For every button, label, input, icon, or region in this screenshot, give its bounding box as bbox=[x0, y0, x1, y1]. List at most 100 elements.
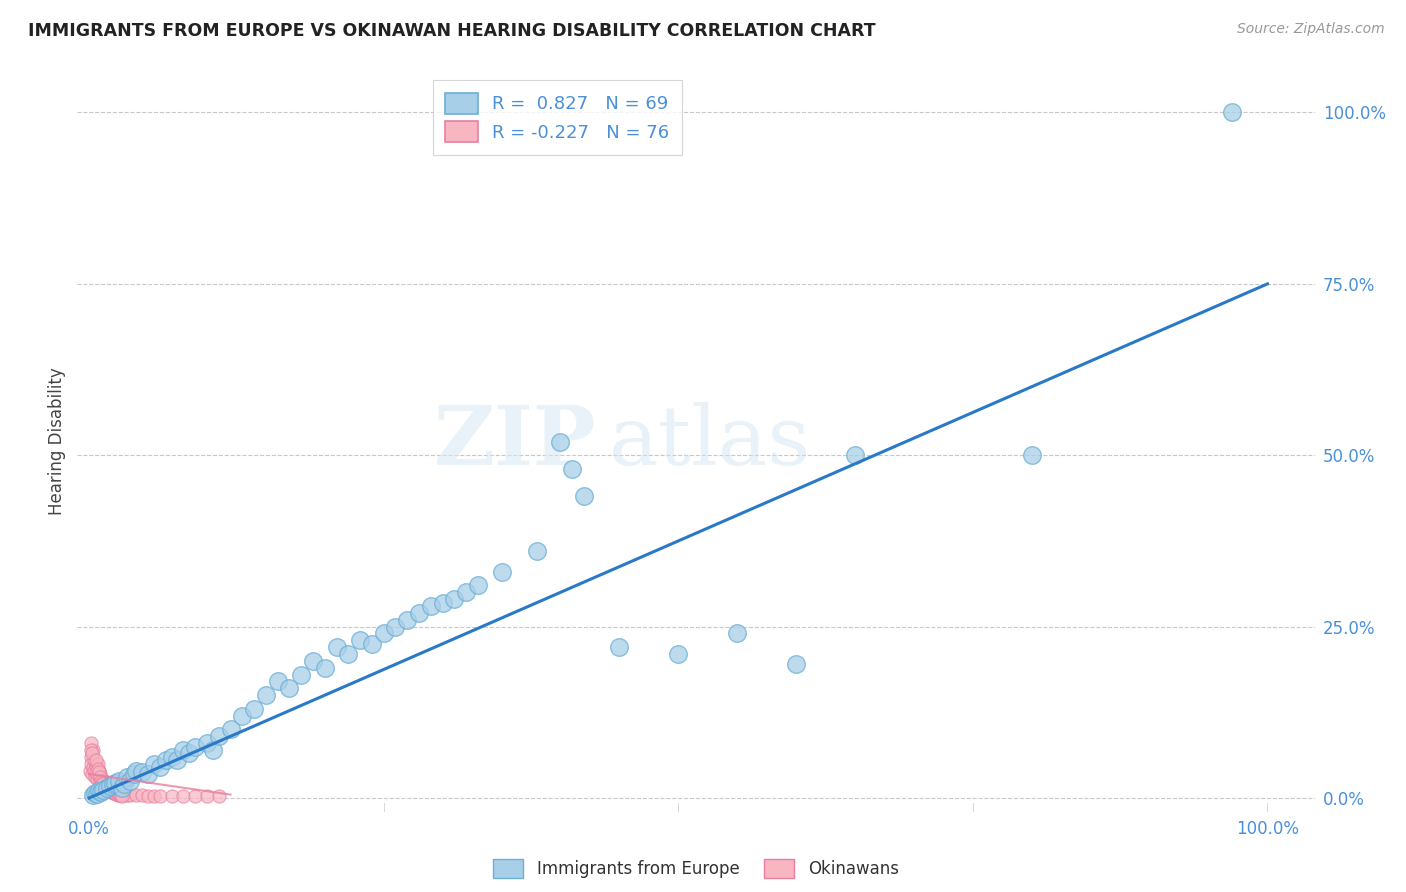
Point bbox=[725, 626, 748, 640]
Point bbox=[561, 462, 583, 476]
Point bbox=[89, 764, 111, 778]
Point bbox=[108, 785, 131, 799]
Point bbox=[184, 739, 207, 754]
Point bbox=[572, 489, 595, 503]
Point bbox=[80, 750, 103, 764]
Point bbox=[82, 760, 104, 774]
Point bbox=[101, 784, 124, 798]
Point bbox=[90, 785, 112, 799]
Point bbox=[104, 786, 127, 800]
Point bbox=[136, 789, 159, 803]
Point bbox=[100, 785, 122, 799]
Point bbox=[103, 786, 125, 800]
Point bbox=[149, 760, 172, 774]
Point bbox=[208, 729, 231, 743]
Point bbox=[172, 743, 194, 757]
Point bbox=[166, 753, 188, 767]
Point bbox=[115, 788, 138, 802]
Point bbox=[254, 688, 277, 702]
Point bbox=[184, 789, 207, 803]
Point bbox=[91, 779, 114, 793]
Point bbox=[93, 779, 115, 793]
Text: ZIP: ZIP bbox=[434, 401, 598, 482]
Point bbox=[120, 773, 142, 788]
Point bbox=[201, 743, 224, 757]
Legend: Immigrants from Europe, Okinawans: Immigrants from Europe, Okinawans bbox=[486, 852, 905, 885]
Point bbox=[361, 637, 384, 651]
Point bbox=[160, 789, 183, 803]
Point bbox=[349, 633, 371, 648]
Point bbox=[100, 784, 122, 798]
Point bbox=[98, 782, 121, 797]
Point bbox=[491, 565, 513, 579]
Point bbox=[87, 769, 110, 783]
Point bbox=[179, 747, 201, 761]
Point bbox=[136, 767, 159, 781]
Point bbox=[266, 674, 288, 689]
Point bbox=[82, 788, 104, 802]
Point bbox=[105, 785, 128, 799]
Point bbox=[785, 657, 807, 672]
Point bbox=[96, 780, 118, 795]
Point bbox=[86, 762, 108, 776]
Point bbox=[82, 747, 104, 761]
Point bbox=[155, 753, 177, 767]
Point bbox=[396, 613, 419, 627]
Point bbox=[337, 647, 360, 661]
Point bbox=[112, 788, 135, 802]
Point bbox=[419, 599, 441, 613]
Point bbox=[108, 789, 131, 803]
Point bbox=[107, 784, 129, 798]
Point bbox=[195, 736, 218, 750]
Point bbox=[84, 760, 107, 774]
Text: IMMIGRANTS FROM EUROPE VS OKINAWAN HEARING DISABILITY CORRELATION CHART: IMMIGRANTS FROM EUROPE VS OKINAWAN HEARI… bbox=[28, 22, 876, 40]
Point bbox=[104, 776, 127, 790]
Point bbox=[91, 776, 114, 790]
Point bbox=[97, 779, 120, 793]
Point bbox=[84, 753, 107, 767]
Point bbox=[90, 777, 112, 791]
Point bbox=[104, 784, 127, 798]
Point bbox=[111, 785, 134, 799]
Point bbox=[80, 756, 103, 771]
Point bbox=[325, 640, 347, 655]
Point bbox=[84, 785, 107, 799]
Point bbox=[107, 788, 129, 802]
Point bbox=[86, 787, 108, 801]
Point bbox=[89, 773, 111, 788]
Point bbox=[87, 784, 110, 798]
Point bbox=[98, 783, 121, 797]
Point bbox=[111, 789, 134, 803]
Point bbox=[86, 764, 108, 779]
Point bbox=[384, 619, 406, 633]
Point bbox=[1021, 448, 1043, 462]
Point bbox=[131, 764, 153, 779]
Point bbox=[94, 780, 117, 794]
Point bbox=[79, 764, 101, 778]
Point bbox=[131, 789, 153, 803]
Point bbox=[105, 787, 128, 801]
Text: atlas: atlas bbox=[609, 401, 811, 482]
Point bbox=[526, 544, 548, 558]
Point bbox=[100, 779, 122, 793]
Point bbox=[79, 736, 101, 750]
Point bbox=[432, 596, 454, 610]
Point bbox=[89, 771, 111, 785]
Point bbox=[87, 756, 110, 771]
Point bbox=[110, 787, 132, 801]
Point bbox=[408, 606, 430, 620]
Point bbox=[105, 782, 128, 797]
Point bbox=[125, 764, 148, 778]
Point bbox=[93, 773, 115, 788]
Point bbox=[302, 654, 325, 668]
Point bbox=[84, 771, 107, 785]
Point bbox=[115, 771, 138, 785]
Point bbox=[93, 777, 115, 791]
Point bbox=[278, 681, 301, 696]
Point bbox=[103, 780, 125, 795]
Point bbox=[114, 777, 136, 791]
Point bbox=[80, 767, 103, 781]
Point bbox=[90, 773, 112, 788]
Point bbox=[290, 667, 312, 681]
Point bbox=[844, 448, 866, 462]
